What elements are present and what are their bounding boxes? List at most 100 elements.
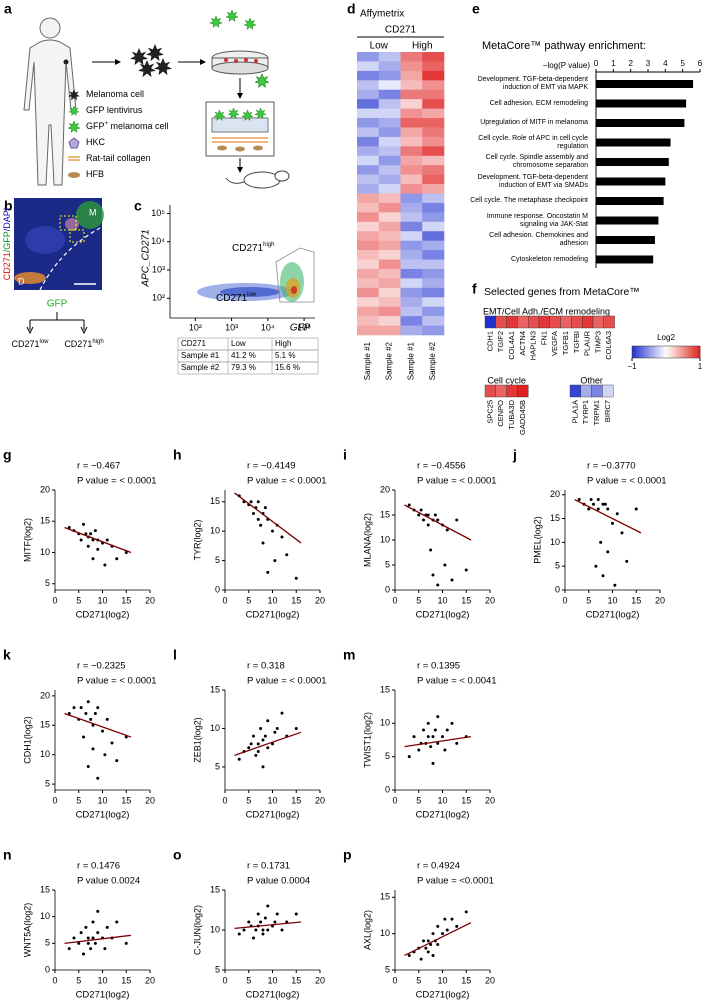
category-label: Upregulation of MITF in melanoma <box>480 119 588 126</box>
x-axis-label: CD271(log2) <box>416 810 470 821</box>
table-cell: Sample #1 <box>181 351 220 360</box>
point <box>266 719 270 723</box>
point <box>261 541 265 545</box>
fit-line <box>574 498 642 534</box>
heatmap-cell <box>400 80 423 91</box>
x-axis-label: CD271(log2) <box>76 810 130 821</box>
x-tick-label: 10 <box>437 795 447 805</box>
point <box>294 576 298 580</box>
heatmap-cell <box>400 193 423 204</box>
category-label: Cell adhesion. ECM remodeling <box>489 99 588 107</box>
label-sup: high <box>92 339 103 345</box>
x-tick-label: 0 <box>222 975 227 985</box>
point <box>247 746 251 750</box>
colorbar-step <box>671 346 674 358</box>
point <box>86 936 90 940</box>
heatmap-cell <box>400 165 423 175</box>
legend-part: + <box>105 121 109 127</box>
y-tick-label: 10 <box>210 924 220 934</box>
point <box>441 735 444 739</box>
heatmap-cell <box>357 250 380 260</box>
heatmap-cell <box>400 155 423 166</box>
heatmap-cell <box>378 118 401 128</box>
correlation: r = −0.2325 <box>77 661 126 672</box>
heatmap-cell <box>378 212 401 223</box>
heatmap-cell <box>378 240 401 251</box>
heatmap-cell <box>357 155 380 166</box>
heatmap-cell <box>357 61 380 72</box>
x-tick-label: 15 <box>461 595 471 605</box>
heatmap-cell <box>357 306 380 317</box>
colorbar-step <box>660 346 663 358</box>
colorbar-step <box>649 346 651 358</box>
p-value: P value = < 0.0001 <box>417 476 497 487</box>
colorbar-step <box>666 346 668 358</box>
point <box>82 522 85 526</box>
point <box>86 941 90 945</box>
colorbar-step <box>691 346 694 358</box>
x-tick-label: 5 <box>246 595 251 605</box>
correlation: r = −0.3770 <box>587 461 636 472</box>
panel-label: e <box>472 1 480 17</box>
point <box>266 746 270 750</box>
y-tick-label: 15 <box>40 516 50 526</box>
heatmap-cell <box>484 315 497 329</box>
point <box>79 931 83 935</box>
colorbar-step <box>681 346 684 358</box>
y-tick-label: 15 <box>210 496 220 506</box>
point <box>67 947 71 951</box>
x-tick-label: 15 <box>291 795 301 805</box>
heatmap-cell <box>400 297 423 307</box>
heatmap-cell <box>422 127 445 138</box>
axes <box>54 490 150 591</box>
stain: /GFP <box>2 231 12 252</box>
x-tick-label: 3 <box>646 59 651 68</box>
x-tick-label: 10 <box>97 795 107 805</box>
y-tick-label: 15 <box>210 684 220 694</box>
point <box>441 932 444 936</box>
x-tick-label: 20 <box>485 975 495 985</box>
heatmap-cell <box>378 297 401 307</box>
y-tick-label: 5 <box>45 938 50 948</box>
fit-line <box>234 731 302 756</box>
heatmap-cell <box>422 316 445 326</box>
heatmap-cell <box>400 259 423 270</box>
point <box>105 538 109 542</box>
x-tick-label: 0 <box>392 595 397 605</box>
point <box>84 532 88 536</box>
point <box>96 931 100 935</box>
column-label: Sample #1 <box>406 341 415 380</box>
group-label: High <box>412 41 433 52</box>
gene-label: COL6A3 <box>604 331 613 360</box>
point <box>422 518 425 522</box>
colorbar-step <box>676 346 679 358</box>
heatmap-cell <box>357 108 380 119</box>
heatmap-cell <box>357 278 380 289</box>
heatmap-cell <box>357 118 380 128</box>
category-label: Cell cycle. Role of APC in cell cycle re… <box>478 134 588 150</box>
x-axis-label: CD271(log2) <box>76 610 130 621</box>
heatmap-cell <box>400 61 423 72</box>
x-tick-label: 5 <box>416 975 421 985</box>
x-tick-label: 15 <box>631 595 641 605</box>
heatmap-cell <box>378 268 401 279</box>
y-tick-label: 10 <box>210 723 220 733</box>
correlation: r = 0.4924 <box>417 861 460 872</box>
heatmap-cell <box>569 384 582 398</box>
x-tick-label: 5 <box>76 595 81 605</box>
y-tick-label: 15 <box>550 513 560 523</box>
label: CD271high <box>64 339 103 350</box>
axes <box>54 890 150 971</box>
x-tick-label: 10 <box>267 795 277 805</box>
heatmap-cell <box>400 146 423 157</box>
colorbar-step <box>679 346 682 358</box>
point <box>429 548 433 552</box>
panel-label: d <box>347 1 356 17</box>
sort-label: GFP <box>47 299 68 310</box>
panel-label: p <box>343 847 352 863</box>
y-tick-label: 10 <box>550 537 560 547</box>
point <box>620 531 624 535</box>
point <box>263 734 267 738</box>
point <box>613 583 617 587</box>
heatmap-cell <box>400 99 423 109</box>
